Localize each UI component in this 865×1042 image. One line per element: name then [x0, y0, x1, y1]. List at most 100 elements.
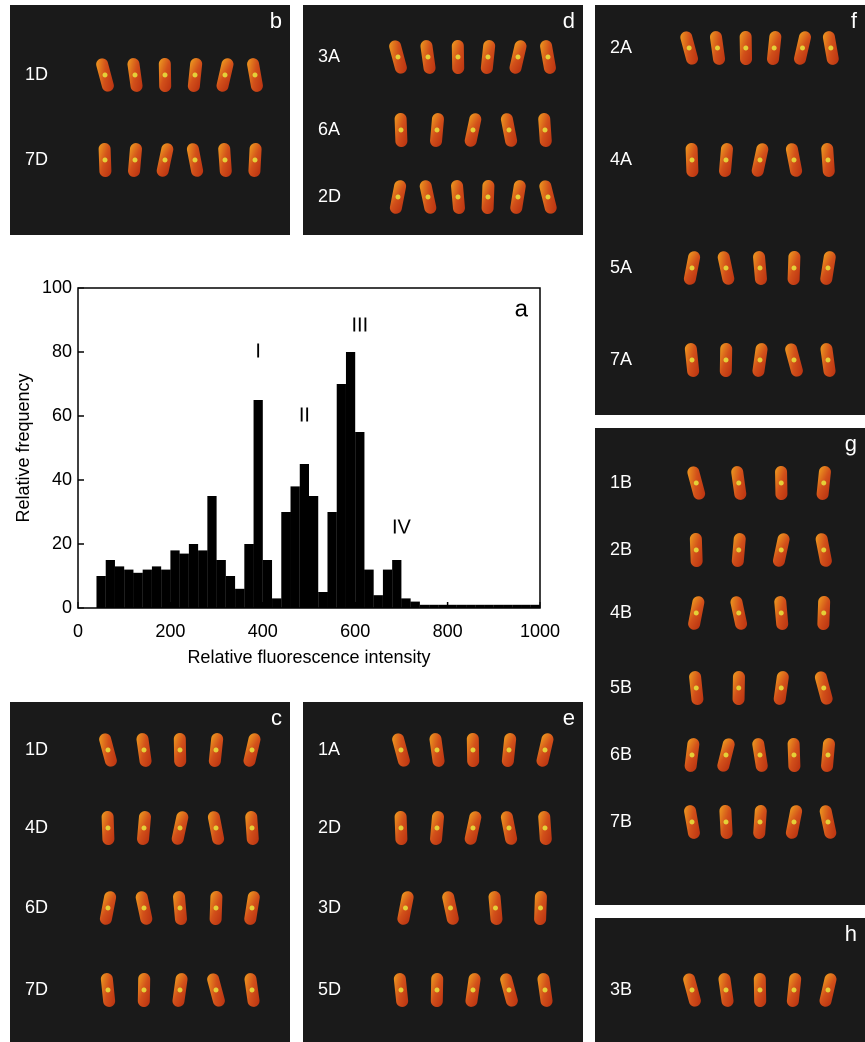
- x-tick-label: 200: [155, 621, 185, 641]
- signal: [434, 747, 440, 753]
- signal: [485, 54, 491, 60]
- panel-letter: a: [515, 295, 529, 322]
- signal: [545, 194, 551, 200]
- signal: [177, 747, 183, 753]
- signal: [723, 752, 729, 758]
- bar: [179, 553, 189, 608]
- signal: [448, 905, 453, 911]
- bar: [262, 560, 273, 608]
- signal: [757, 357, 763, 363]
- signal: [821, 610, 827, 616]
- x-tick-label: 1000: [520, 621, 560, 641]
- chromosome-label: 3B: [610, 979, 632, 999]
- signal: [192, 157, 198, 163]
- signal: [542, 825, 548, 831]
- signal: [825, 819, 831, 825]
- chromosome-label: 1B: [610, 472, 632, 492]
- signal: [778, 480, 784, 486]
- signal: [141, 747, 147, 753]
- bar: [493, 604, 504, 608]
- bar: [198, 550, 208, 608]
- bar: [124, 569, 134, 608]
- micrograph-panel: c 1D 4D 6D 7D: [10, 702, 290, 1042]
- signal: [434, 825, 440, 831]
- signal: [778, 547, 784, 553]
- signal: [757, 157, 763, 163]
- signal: [693, 685, 699, 691]
- signal: [800, 45, 805, 51]
- signal: [213, 747, 219, 753]
- signal: [723, 357, 729, 363]
- chromosome-label: 5A: [610, 257, 632, 277]
- bar: [114, 566, 125, 608]
- signal: [213, 825, 219, 831]
- bar: [105, 560, 115, 608]
- signal: [506, 825, 512, 831]
- bar: [290, 486, 300, 608]
- signal: [455, 194, 461, 200]
- signal: [395, 194, 401, 200]
- signal: [470, 825, 476, 831]
- signal: [791, 819, 797, 825]
- bar: [207, 496, 217, 608]
- bar: [345, 352, 356, 608]
- signal: [102, 72, 108, 78]
- signal: [177, 905, 183, 911]
- micrograph-panel: g 1B 2B 4B 5B 6B 7B: [595, 428, 865, 905]
- signal: [693, 547, 699, 553]
- signal: [105, 825, 111, 831]
- signal: [821, 547, 827, 553]
- bar: [318, 592, 328, 608]
- signal: [213, 905, 219, 911]
- y-tick-label: 60: [52, 405, 72, 425]
- signal: [689, 357, 695, 363]
- signal: [162, 157, 168, 163]
- signal: [771, 45, 777, 51]
- signal: [425, 54, 431, 60]
- signal: [141, 825, 147, 831]
- bar: [401, 598, 411, 608]
- signal: [252, 157, 258, 163]
- chromosome-label: 2B: [610, 539, 632, 559]
- signal: [723, 819, 729, 825]
- micrograph-panel: b 1D 7D: [10, 5, 290, 235]
- signal: [434, 127, 440, 133]
- signal: [398, 127, 404, 133]
- chromosome-label: 1D: [25, 739, 48, 759]
- signal: [825, 752, 831, 758]
- signal: [515, 194, 521, 200]
- bar: [419, 604, 430, 608]
- chromosome-label: 5D: [318, 979, 341, 999]
- signal: [757, 752, 763, 758]
- signal: [434, 987, 440, 993]
- signal: [177, 825, 183, 831]
- signal: [693, 480, 699, 486]
- signal: [162, 72, 168, 78]
- signal: [470, 987, 476, 993]
- bar: [521, 604, 531, 608]
- y-tick-label: 0: [62, 597, 72, 617]
- signal: [542, 747, 548, 753]
- signal: [778, 685, 784, 691]
- bar: [447, 604, 457, 608]
- chromosome-label: 7D: [25, 979, 48, 999]
- peak-label: II: [299, 404, 310, 426]
- signal: [485, 194, 491, 200]
- chromosome-label: 4B: [610, 602, 632, 622]
- bar: [512, 604, 522, 608]
- signal: [828, 45, 834, 51]
- signal: [249, 747, 255, 753]
- signal: [736, 610, 742, 616]
- signal: [177, 987, 183, 993]
- bar: [429, 604, 439, 608]
- chromosome-label: 2D: [318, 186, 341, 206]
- signal: [141, 905, 147, 911]
- bar: [392, 560, 402, 608]
- bar: [438, 604, 448, 608]
- signal: [252, 72, 258, 78]
- signal: [538, 905, 543, 911]
- signal: [791, 987, 797, 993]
- signal: [693, 610, 699, 616]
- signal: [791, 752, 797, 758]
- panel-letter: g: [845, 431, 857, 456]
